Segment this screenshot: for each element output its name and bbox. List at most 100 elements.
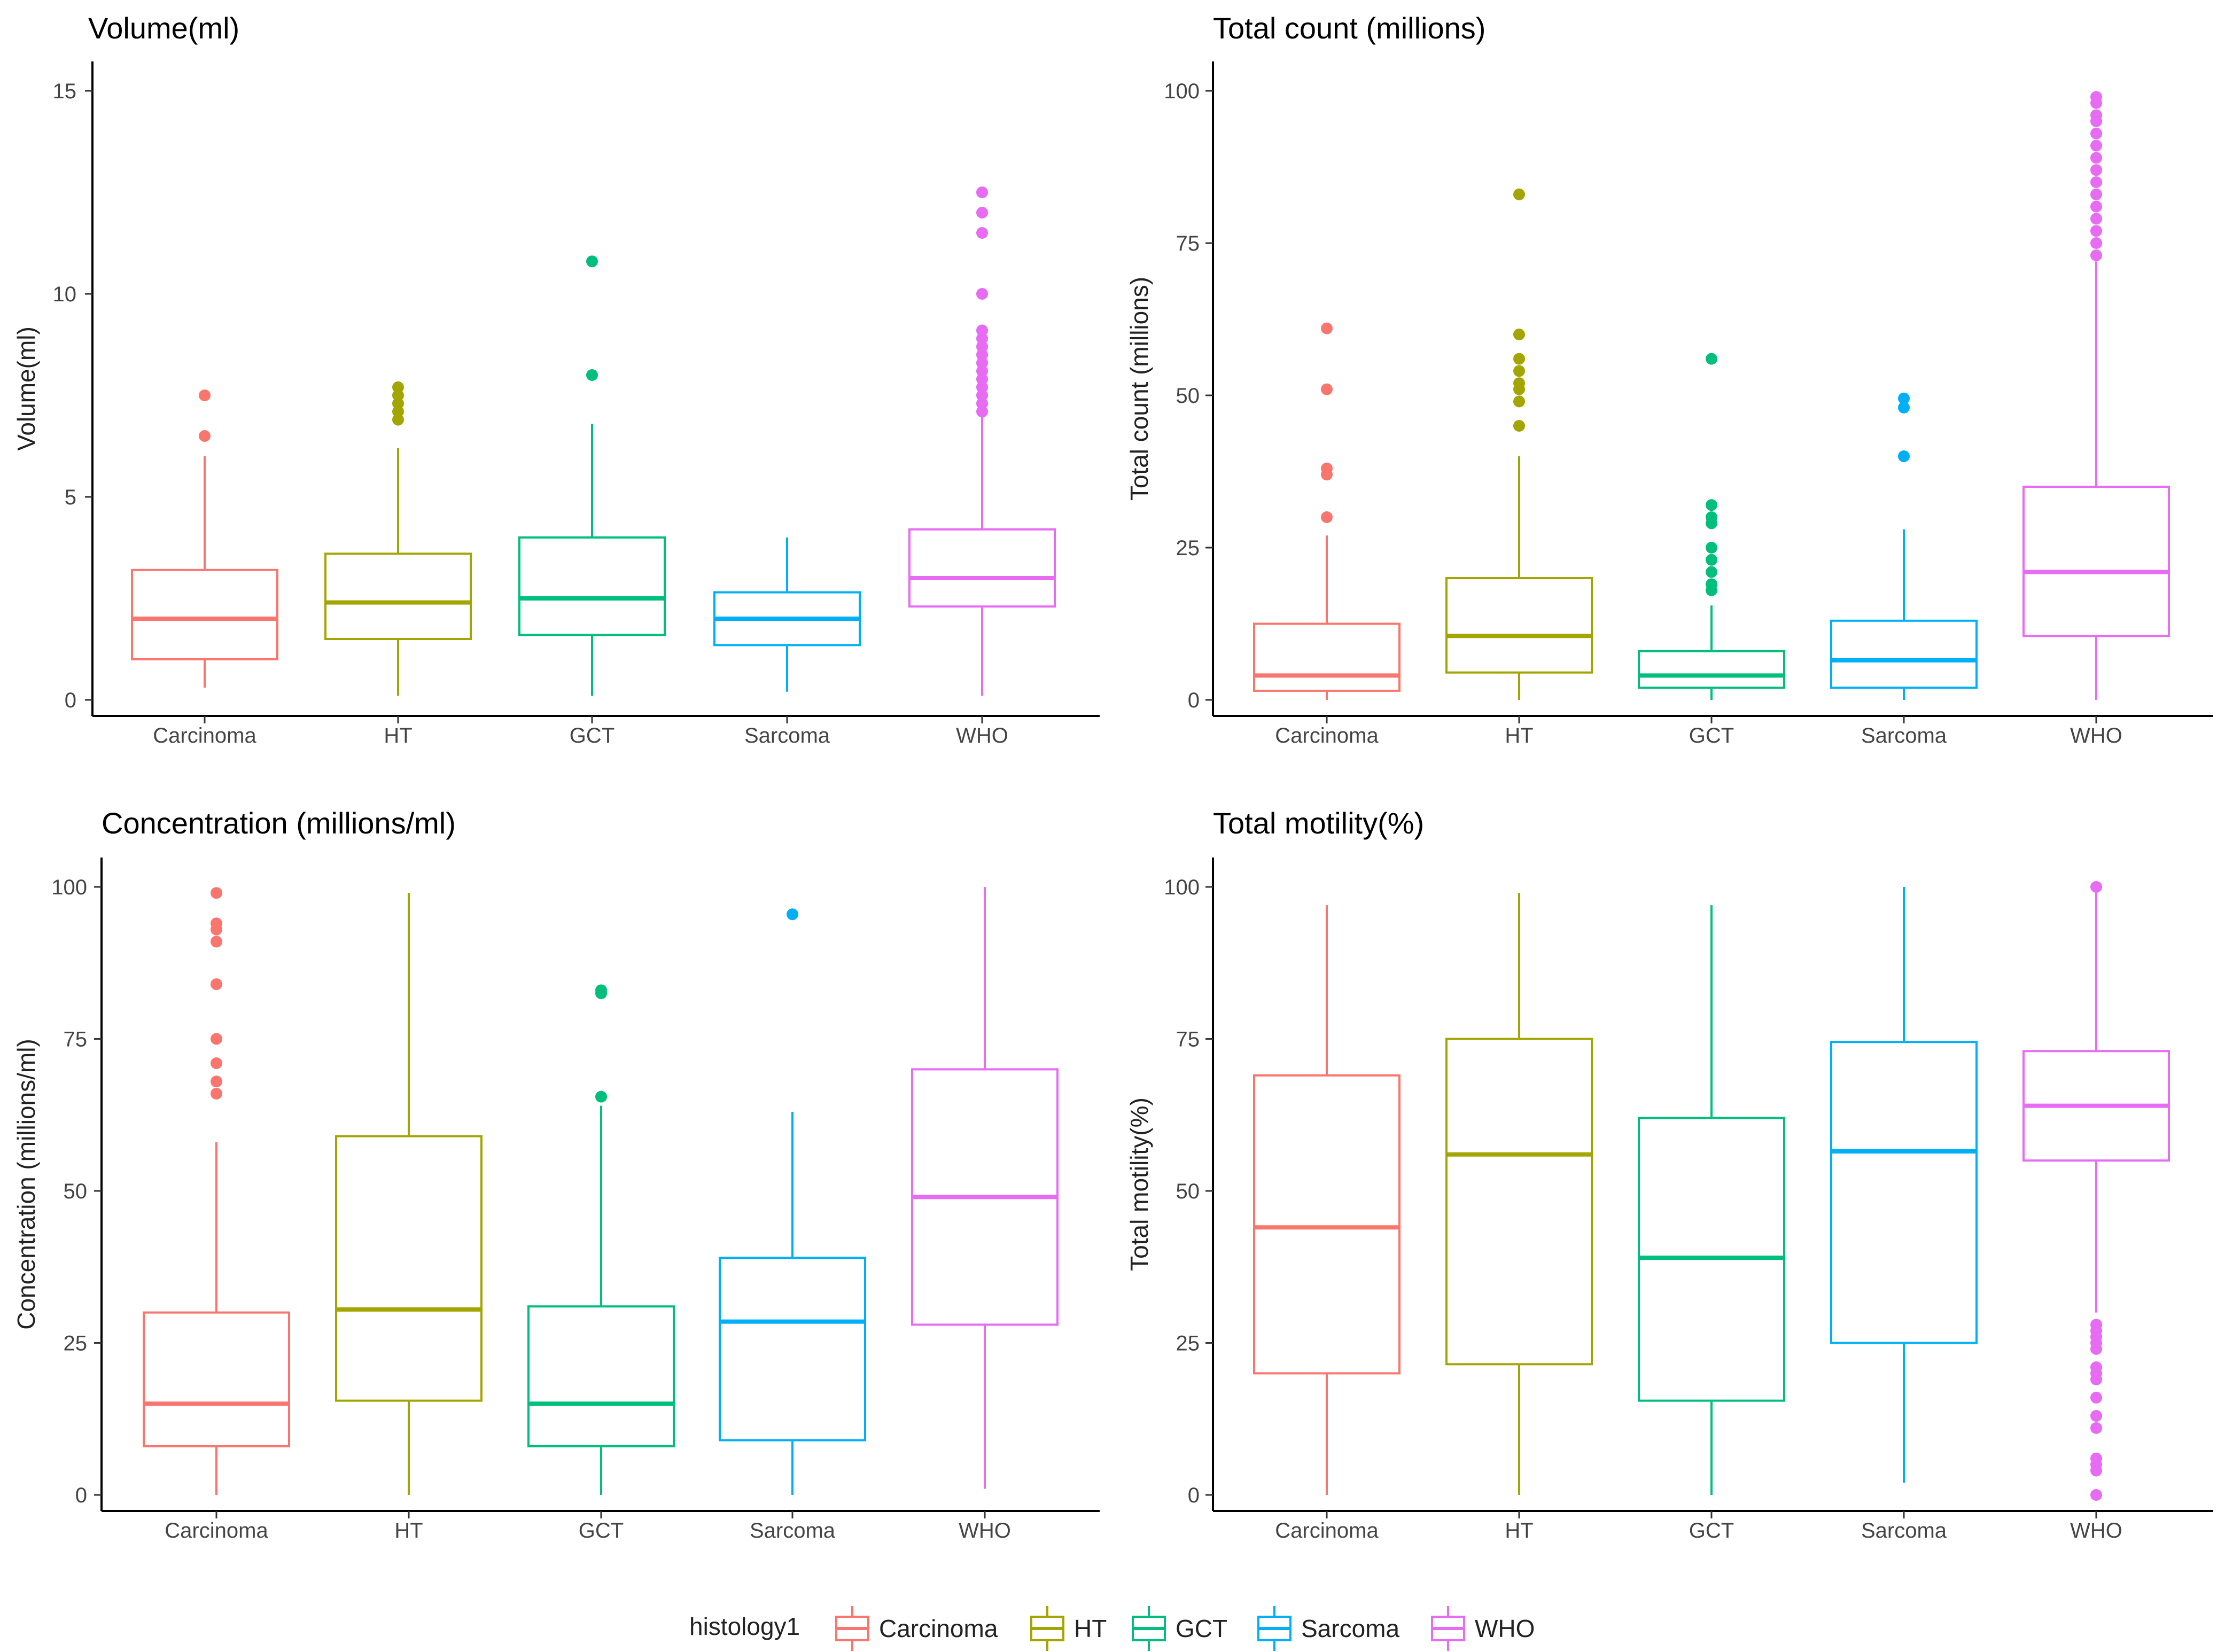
outlier-point: [1706, 499, 1717, 511]
outlier-point: [1513, 188, 1525, 200]
y-tick-label: 0: [1188, 689, 1200, 712]
outlier-point: [2090, 188, 2102, 200]
outlier-point: [586, 369, 598, 381]
box-ht: [324, 381, 472, 696]
box-iqr: [719, 1257, 866, 1441]
box-carcinoma: [131, 389, 278, 688]
legend-label: HT: [1074, 1615, 1107, 1642]
legend-item-gct: GCT: [1132, 1606, 1227, 1651]
outlier-point: [1706, 554, 1717, 566]
legend-item-who: WHO: [1431, 1606, 1535, 1651]
box-sarcoma: [713, 537, 861, 692]
box-iqr: [1830, 619, 1978, 689]
outlier-point: [392, 381, 404, 393]
legend-items: Carcinoma HT GCT Sarcoma WHO: [835, 1606, 1535, 1651]
box-sarcoma: [1830, 392, 1978, 700]
legend: histology1 Carcinoma HT GCT Sarcoma WHO: [689, 1606, 1535, 1651]
outlier-point: [586, 255, 598, 268]
box-iqr: [324, 552, 472, 641]
outlier-point: [976, 373, 988, 385]
outlier-point: [976, 389, 988, 401]
y-axis-title: Concentration (millions/ml): [12, 1039, 40, 1330]
box-iqr: [518, 536, 666, 636]
x-tick-label: HT: [394, 1519, 423, 1542]
outlier-point: [1321, 462, 1333, 474]
legend-key: [1132, 1606, 1166, 1651]
outlier-point: [2090, 152, 2102, 164]
box-iqr: [908, 528, 1056, 608]
box-who: [911, 887, 1059, 1489]
box-iqr: [1253, 622, 1401, 692]
outlier-point: [211, 917, 222, 930]
outlier-point: [2090, 127, 2102, 139]
box-who: [2022, 91, 2170, 700]
outlier-point: [976, 365, 988, 377]
legend-item-carcinoma: Carcinoma: [835, 1606, 998, 1651]
outlier-point: [2090, 1391, 2102, 1404]
x-tick-label: Sarcoma: [1861, 1519, 1947, 1542]
outlier-point: [1513, 420, 1525, 432]
panel-2: Total count (millions) Total count (milli…: [1125, 11, 2213, 747]
box-gct: [527, 984, 675, 1495]
outlier-point: [976, 227, 988, 239]
y-tick-label: 25: [64, 1332, 88, 1355]
x-tick-label: Sarcoma: [1861, 724, 1947, 747]
outlier-point: [595, 1090, 607, 1103]
outlier-point: [976, 324, 988, 337]
box-iqr: [143, 1311, 290, 1447]
outlier-point: [1898, 392, 1910, 404]
outlier-point: [2090, 1452, 2102, 1464]
box-iqr: [1445, 577, 1593, 674]
outlier-point: [392, 389, 404, 401]
legend-key: [1257, 1606, 1292, 1651]
box-iqr: [1253, 1074, 1401, 1375]
y-tick-label: 50: [1176, 384, 1200, 408]
box-ht: [1445, 893, 1593, 1495]
box-ht: [335, 893, 483, 1495]
outlier-point: [1706, 353, 1717, 365]
outlier-point: [211, 1087, 222, 1100]
outlier-point: [211, 1057, 222, 1070]
outlier-point: [976, 207, 988, 219]
legend-label: WHO: [1475, 1615, 1535, 1642]
outlier-point: [595, 984, 607, 996]
outlier-point: [1321, 511, 1333, 523]
y-tick-label: 100: [1164, 876, 1200, 899]
x-tick-label: Carcinoma: [1275, 1519, 1379, 1542]
x-tick-label: Carcinoma: [1275, 724, 1379, 747]
x-tick-label: Sarcoma: [750, 1519, 836, 1542]
panel-title: Total count (millions): [1213, 11, 1485, 45]
panel-title: Volume(ml): [88, 11, 239, 45]
box-gct: [518, 255, 666, 696]
outlier-point: [1706, 566, 1717, 578]
x-tick-label: Carcinoma: [153, 724, 256, 747]
outlier-point: [211, 1076, 222, 1088]
y-axis-title: Volume(ml): [12, 326, 40, 451]
y-tick-label: 0: [65, 689, 76, 712]
legend-title: histology1: [689, 1612, 800, 1640]
outlier-point: [1706, 542, 1717, 554]
x-tick-label: Sarcoma: [744, 724, 830, 747]
box-iqr: [1830, 1041, 1978, 1344]
outlier-point: [2090, 237, 2102, 249]
legend-key: [1030, 1606, 1064, 1651]
box-gct: [1638, 353, 1785, 700]
x-tick-label: WHO: [2070, 1519, 2122, 1542]
outlier-point: [1513, 353, 1525, 365]
outlier-point: [2090, 1410, 2102, 1422]
box-iqr: [2022, 486, 2170, 637]
outlier-point: [976, 357, 988, 369]
outlier-point: [2090, 213, 2102, 225]
outlier-point: [211, 887, 222, 899]
box-iqr: [527, 1305, 675, 1447]
outlier-point: [1898, 401, 1910, 414]
box-sarcoma: [719, 908, 866, 1495]
outlier-point: [392, 406, 404, 418]
outlier-point: [2090, 91, 2102, 103]
outlier-point: [976, 398, 988, 410]
outlier-point: [2090, 1489, 2102, 1501]
y-tick-label: 75: [64, 1028, 88, 1051]
outlier-point: [1513, 377, 1525, 389]
outlier-point: [976, 349, 988, 361]
panel-title: Total motility(%): [1213, 806, 1424, 840]
